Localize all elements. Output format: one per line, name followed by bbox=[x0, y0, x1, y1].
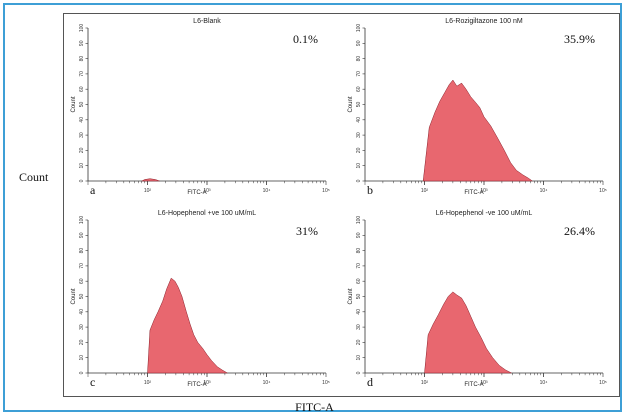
y-tick-label: 80 bbox=[356, 248, 362, 254]
x-tick-label: 10² bbox=[421, 188, 429, 194]
axes bbox=[87, 28, 326, 182]
y-tick-label: 80 bbox=[356, 56, 362, 62]
x-tick-label: 10⁴ bbox=[540, 380, 548, 386]
y-tick-label: 50 bbox=[356, 294, 362, 300]
y-tick-label: 50 bbox=[356, 102, 362, 108]
y-tick-label: 100 bbox=[356, 216, 362, 225]
x-tick-label: 10⁵ bbox=[322, 380, 330, 386]
y-tick-label: 50 bbox=[79, 294, 85, 300]
percent-label: 0.1% bbox=[293, 32, 318, 46]
panel-letter: d bbox=[367, 375, 373, 389]
percent-label: 35.9% bbox=[564, 32, 595, 46]
x-tick-label: 10² bbox=[421, 380, 429, 386]
x-tick-label: 10⁴ bbox=[263, 380, 271, 386]
histogram-panel-c: L6-Hopephenol +ve 100 uM/mL 31% 0 10 20 30 40 5… bbox=[71, 210, 330, 389]
y-tick-label: 10 bbox=[356, 355, 362, 361]
y-axis-label: Count bbox=[348, 288, 354, 304]
y-tick-label: 70 bbox=[79, 71, 85, 77]
y-tick-label: 20 bbox=[79, 339, 85, 345]
x-tick-label: 10³ bbox=[480, 380, 488, 386]
y-axis-label: Count bbox=[348, 96, 354, 112]
y-tick-label: 40 bbox=[79, 309, 85, 315]
y-tick-label: 60 bbox=[79, 278, 85, 284]
x-axis-label: FITC-A bbox=[187, 190, 206, 196]
panel-title: L6-Hopephenol -ve 100 uM/mL bbox=[436, 210, 533, 217]
histogram-area bbox=[141, 178, 160, 182]
x-tick-label: 10³ bbox=[203, 188, 211, 194]
y-tick-label: 80 bbox=[79, 248, 85, 254]
histogram-panel-d: L6-Hopephenol -ve 100 uM/mL 26.4% 0 10 20 30 4… bbox=[348, 210, 607, 389]
y-axis-label: Count bbox=[71, 288, 77, 304]
y-tick-label: 10 bbox=[79, 355, 85, 361]
y-tick-label: 30 bbox=[356, 132, 362, 138]
panel-letter: c bbox=[90, 375, 95, 389]
x-tick-label: 10⁵ bbox=[599, 380, 607, 386]
y-tick-label: 20 bbox=[79, 147, 85, 153]
percent-label: 26.4% bbox=[564, 224, 595, 238]
y-tick-label: 40 bbox=[356, 117, 362, 123]
percent-label: 31% bbox=[296, 224, 318, 238]
x-tick-label: 10⁴ bbox=[540, 188, 548, 194]
x-tick-label: 10³ bbox=[203, 380, 211, 386]
y-tick-label: 90 bbox=[356, 232, 362, 238]
panels-container: L6-Blank 0.1% 0 10 20 30 40 50 60 70 80 90 100 10² 10³… bbox=[63, 13, 620, 397]
y-tick-label: 0 bbox=[79, 179, 85, 182]
y-tick-label: 100 bbox=[356, 24, 362, 33]
y-axis-label: Count bbox=[71, 96, 77, 112]
x-axis-label: FITC-A bbox=[464, 190, 483, 196]
y-tick-label: 0 bbox=[356, 371, 362, 374]
y-tick-label: 30 bbox=[79, 324, 85, 330]
y-tick-label: 70 bbox=[79, 263, 85, 269]
panel-title: L6-Blank bbox=[193, 18, 221, 25]
x-axis-label: FITC-A bbox=[187, 382, 206, 388]
y-tick-label: 0 bbox=[356, 179, 362, 182]
histogram-panel-b: L6-Rozigiltazone 100 nM 35.9% 0 10 20 30 40 50 6… bbox=[348, 18, 607, 197]
histogram-area bbox=[422, 79, 534, 182]
x-tick-label: 10⁴ bbox=[263, 188, 271, 194]
y-tick-label: 60 bbox=[356, 278, 362, 284]
y-tick-label: 50 bbox=[79, 102, 85, 108]
x-tick-label: 10² bbox=[144, 188, 152, 194]
y-tick-label: 100 bbox=[79, 216, 85, 225]
y-tick-label: 20 bbox=[356, 147, 362, 153]
y-tick-label: 30 bbox=[356, 324, 362, 330]
panel-letter: a bbox=[90, 183, 96, 197]
figure-x-label: FITC-A bbox=[295, 400, 334, 414]
y-tick-label: 90 bbox=[79, 40, 85, 46]
y-tick-label: 20 bbox=[356, 339, 362, 345]
y-tick-label: 90 bbox=[79, 232, 85, 238]
x-axis-label: FITC-A bbox=[464, 382, 483, 388]
x-tick-label: 10⁵ bbox=[599, 188, 607, 194]
y-tick-label: 90 bbox=[356, 40, 362, 46]
figure-frame: Count L6-Blank 0.1% 0 10 20 30 40 50 60 70 80 90 100… bbox=[3, 3, 622, 414]
y-tick-label: 60 bbox=[356, 86, 362, 92]
y-tick-label: 10 bbox=[356, 163, 362, 169]
panel-title: L6-Rozigiltazone 100 nM bbox=[445, 18, 523, 25]
x-tick-label: 10³ bbox=[480, 188, 488, 194]
histogram-panel-a: L6-Blank 0.1% 0 10 20 30 40 50 60 70 80 90 100 10² 10³… bbox=[71, 18, 330, 197]
y-tick-label: 80 bbox=[79, 56, 85, 62]
axes bbox=[87, 220, 326, 374]
figure-y-label: Count bbox=[19, 170, 49, 184]
y-tick-label: 40 bbox=[79, 117, 85, 123]
x-tick-label: 10⁵ bbox=[322, 188, 330, 194]
y-tick-label: 100 bbox=[79, 24, 85, 33]
y-tick-label: 70 bbox=[356, 71, 362, 77]
histogram-area bbox=[147, 277, 229, 374]
y-tick-label: 10 bbox=[79, 163, 85, 169]
histogram-area bbox=[424, 291, 512, 374]
y-tick-label: 0 bbox=[79, 371, 85, 374]
y-tick-label: 30 bbox=[79, 132, 85, 138]
y-tick-label: 40 bbox=[356, 309, 362, 315]
y-tick-label: 60 bbox=[79, 86, 85, 92]
y-tick-label: 70 bbox=[356, 263, 362, 269]
x-tick-label: 10² bbox=[144, 380, 152, 386]
panel-title: L6-Hopephenol +ve 100 uM/mL bbox=[158, 210, 256, 217]
panel-letter: b bbox=[367, 183, 373, 197]
